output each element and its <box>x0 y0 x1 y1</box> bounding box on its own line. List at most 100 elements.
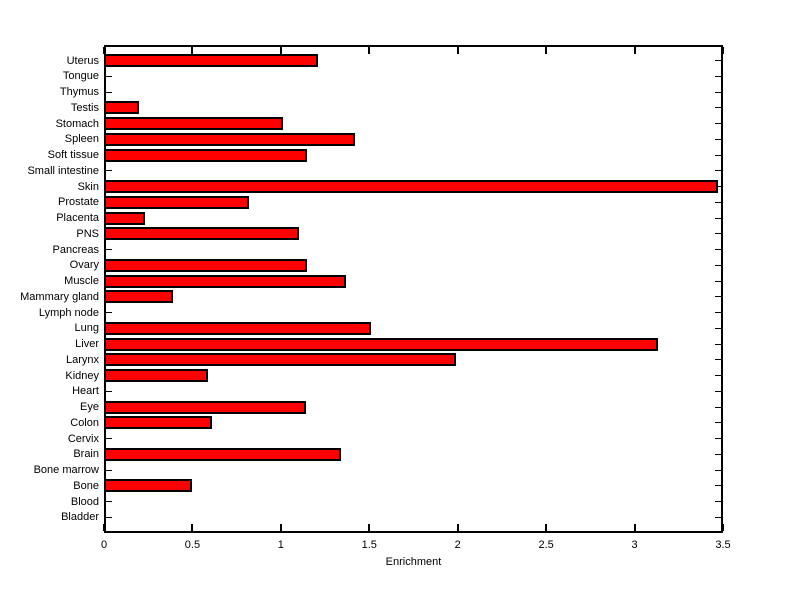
y-tick-label: Placenta <box>56 212 99 225</box>
y-tick-label: Pancreas <box>52 243 99 256</box>
y-axis-tick-left <box>106 91 112 93</box>
y-axis-tick-right <box>715 501 721 503</box>
x-axis-tick-top <box>103 47 105 54</box>
plot-area <box>104 45 723 533</box>
bar-lung <box>104 321 372 335</box>
x-tick-label: 3.5 <box>715 539 731 551</box>
x-axis-tick-bottom <box>545 524 548 531</box>
y-axis-tick-right <box>715 123 721 125</box>
y-tick-label: Thymus <box>59 86 99 99</box>
x-axis-tick-bottom <box>722 524 724 531</box>
y-axis-tick-left <box>106 438 112 440</box>
x-axis-tick-top <box>545 47 548 54</box>
y-axis-tick-left <box>106 516 112 518</box>
x-axis-label: Enrichment <box>385 556 442 568</box>
bar-bone <box>104 479 193 493</box>
y-axis-tick-right <box>715 296 721 298</box>
y-tick-label: Brain <box>73 448 99 461</box>
x-axis-tick-bottom <box>191 524 194 531</box>
y-tick-label: Lung <box>74 322 99 335</box>
y-axis-tick-right <box>715 438 721 440</box>
y-axis-tick-right <box>715 312 721 314</box>
y-axis-tick-left <box>106 312 112 314</box>
bar-testis <box>104 101 140 115</box>
y-tick-label: Prostate <box>58 196 99 209</box>
y-tick-label: Liver <box>75 338 99 351</box>
bar-colon <box>104 416 212 430</box>
x-axis-tick-bottom <box>368 524 371 531</box>
bar-mammary-gland <box>104 290 173 304</box>
y-axis-tick-right <box>715 453 721 455</box>
bar-pns <box>104 227 299 241</box>
x-axis-tick-top <box>722 47 724 54</box>
bar-placenta <box>104 211 145 225</box>
y-tick-label: Bone <box>73 479 99 492</box>
bar-kidney <box>104 369 209 383</box>
bar-eye <box>104 400 306 414</box>
bar-soft-tissue <box>104 148 308 162</box>
y-axis-tick-right <box>715 60 721 62</box>
x-axis-tick-top <box>633 47 636 54</box>
y-axis-tick-right <box>715 422 721 424</box>
x-axis-tick-top <box>368 47 371 54</box>
y-axis-tick-left <box>106 75 112 77</box>
x-tick-label: 2 <box>454 539 461 551</box>
bar-brain <box>104 447 341 461</box>
y-axis-tick-right <box>715 485 721 487</box>
bar-skin <box>104 180 718 194</box>
y-axis-tick-right <box>715 154 721 156</box>
bar-prostate <box>104 195 250 209</box>
x-tick-label: 2.5 <box>538 539 554 551</box>
y-axis-tick-right <box>715 327 721 329</box>
y-axis-tick-left <box>106 469 112 471</box>
y-axis-tick-right <box>715 390 721 392</box>
y-axis-tick-left <box>106 170 112 172</box>
y-axis-tick-right <box>715 217 721 219</box>
y-axis-tick-right <box>715 170 721 172</box>
y-axis-tick-right <box>715 264 721 266</box>
y-axis-tick-left <box>106 390 112 392</box>
y-tick-label: Muscle <box>64 275 99 288</box>
y-tick-label: Bladder <box>61 511 99 524</box>
y-tick-label: Uterus <box>66 54 99 67</box>
y-axis-tick-right <box>715 91 721 93</box>
y-tick-label: Kidney <box>65 369 99 382</box>
x-tick-label: 3 <box>631 539 638 551</box>
y-tick-label: Mammary gland <box>20 290 99 303</box>
y-tick-label: Spleen <box>64 133 99 146</box>
y-axis-tick-right <box>715 375 721 377</box>
x-tick-label: 0.5 <box>184 539 201 551</box>
y-axis-tick-left <box>106 249 112 251</box>
y-tick-label: Eye <box>80 401 99 414</box>
y-tick-label: Blood <box>70 495 99 508</box>
y-tick-label: Soft tissue <box>47 149 99 162</box>
x-tick-label: 1 <box>277 539 284 551</box>
y-tick-label: Testis <box>70 101 99 114</box>
y-axis-tick-right <box>715 359 721 361</box>
x-axis-tick-bottom <box>279 524 282 531</box>
bar-uterus <box>104 54 318 68</box>
y-tick-label: Skin <box>77 180 99 193</box>
y-axis-tick-right <box>715 343 721 345</box>
y-axis-tick-right <box>715 75 721 77</box>
x-axis-tick-top <box>191 47 194 54</box>
y-tick-label: Colon <box>70 416 99 429</box>
y-tick-label: Lymph node <box>38 306 99 319</box>
x-tick-label: 0 <box>100 539 108 551</box>
y-axis-tick-right <box>715 469 721 471</box>
y-axis-tick-right <box>715 406 721 408</box>
y-axis-tick-left <box>106 501 112 503</box>
y-axis-tick-right <box>715 249 721 251</box>
y-axis-tick-right <box>715 138 721 140</box>
y-axis-tick-right <box>715 186 721 188</box>
y-axis-tick-right <box>715 107 721 109</box>
bar-spleen <box>104 132 356 146</box>
x-tick-label: 1.5 <box>361 539 377 551</box>
y-tick-label: Ovary <box>69 259 99 272</box>
x-axis-tick-bottom <box>456 524 459 531</box>
y-tick-label: Heart <box>72 385 99 398</box>
y-tick-label: Stomach <box>55 117 99 130</box>
x-axis-tick-top <box>279 47 282 54</box>
bar-ovary <box>104 258 308 272</box>
